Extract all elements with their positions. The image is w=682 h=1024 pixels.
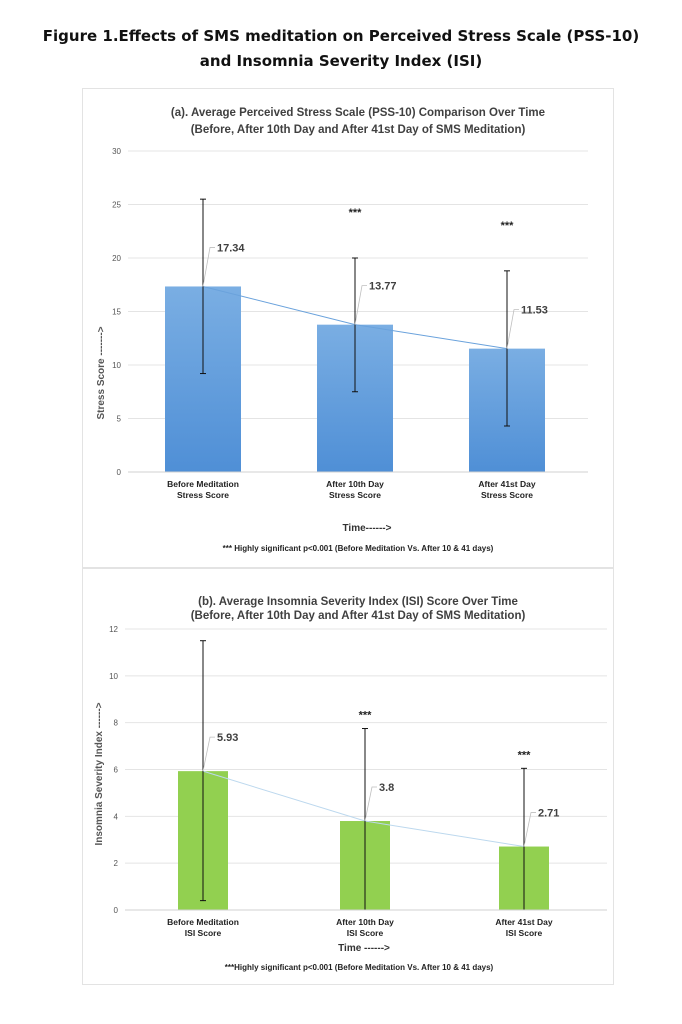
chart-b-y-tick-label: 8 [114,719,119,728]
chart-a-data-label: 11.53 [521,305,548,317]
chart-b-title-line1: (b). Average Insomnia Severity Index (IS… [198,596,518,608]
chart-a-category-label: Before Meditation [167,479,239,489]
chart-b-category-label: After 10th Day [336,917,394,927]
chart-a-y-tick-label: 10 [112,361,121,370]
chart-b-data-label: 3.8 [379,782,394,794]
chart-a-y-axis-label: Stress Score -------> [96,326,107,419]
figure-title-line1: Figure 1.Effects of SMS meditation on Pe… [42,27,640,45]
figure-title: Figure 1.Effects of SMS meditation on Pe… [0,24,682,74]
chart-b-data-label-leader [364,786,377,822]
chart-b-category-label: ISI Score [185,928,222,938]
chart-a-category-label: After 41st Day [478,479,535,489]
chart-b-data-label-leader [202,736,215,772]
chart-b-y-tick-label: 10 [109,672,118,681]
chart-b-x-axis-label: Time ------> [338,943,390,954]
chart-b-y-tick-label: 4 [114,812,119,821]
chart-a-title-line2: (Before, After 10th Day and After 41st D… [191,124,526,136]
chart-a-y-tick-label: 30 [112,147,121,156]
stress-chart-panel: (a). Average Perceived Stress Scale (PSS… [82,88,614,568]
chart-b-data-label-leader [523,812,536,847]
insomnia-chart-panel: (b). Average Insomnia Severity Index (IS… [82,568,614,985]
chart-b-y-axis-label: Insomnia Severity Index ------> [94,702,105,845]
chart-b-y-tick-label: 12 [109,625,118,634]
chart-a-category-label: Stress Score [177,490,229,500]
chart-a-category-label: After 10th Day [326,479,384,489]
chart-a-data-label-leader [354,285,367,325]
chart-a-data-label: 13.77 [369,281,397,293]
chart-a-x-axis-label: Time------> [343,523,392,534]
chart-a-title-line1: (a). Average Perceived Stress Scale (PSS… [171,107,545,119]
chart-b-y-tick-label: 0 [114,906,119,915]
chart-b-title-line2: (Before, After 10th Day and After 41st D… [191,610,526,622]
chart-b-data-label: 5.93 [217,732,238,744]
chart-a-y-tick-label: 0 [117,468,122,477]
chart-b-category-label: After 41st Day [495,917,552,927]
chart-b-footnote: ***Highly significant p<0.001 (Before Me… [225,963,494,972]
chart-b-category-label: ISI Score [347,928,384,938]
chart-a-y-tick-label: 15 [112,308,121,317]
chart-b-category-label: Before Meditation [167,917,239,927]
chart-a-significance-marker: *** [349,207,363,219]
chart-a-significance-marker: *** [501,220,515,232]
chart-a-category-label: Stress Score [329,490,381,500]
chart-a-footnote: *** Highly significant p<0.001 (Before M… [223,544,494,553]
chart-b-data-label: 2.71 [538,808,559,820]
chart-a-y-tick-label: 20 [112,254,121,263]
chart-a-data-label: 17.34 [217,242,245,254]
chart-b-y-tick-label: 6 [114,766,119,775]
chart-b-y-tick-label: 2 [114,859,119,868]
chart-a-data-label-leader [506,309,519,349]
figure-title-line2: and Insomnia Severity Index (ISI) [199,52,483,70]
chart-a-data-label-leader [202,247,215,287]
stress-chart: (a). Average Perceived Stress Scale (PSS… [96,107,588,553]
chart-a-y-tick-label: 5 [117,415,122,424]
chart-a-category-label: Stress Score [481,490,533,500]
chart-b-significance-marker: *** [518,749,532,761]
insomnia-chart: (b). Average Insomnia Severity Index (IS… [94,596,607,972]
chart-a-y-tick-label: 25 [112,201,121,210]
chart-b-category-label: ISI Score [506,928,543,938]
chart-b-significance-marker: *** [359,710,373,722]
